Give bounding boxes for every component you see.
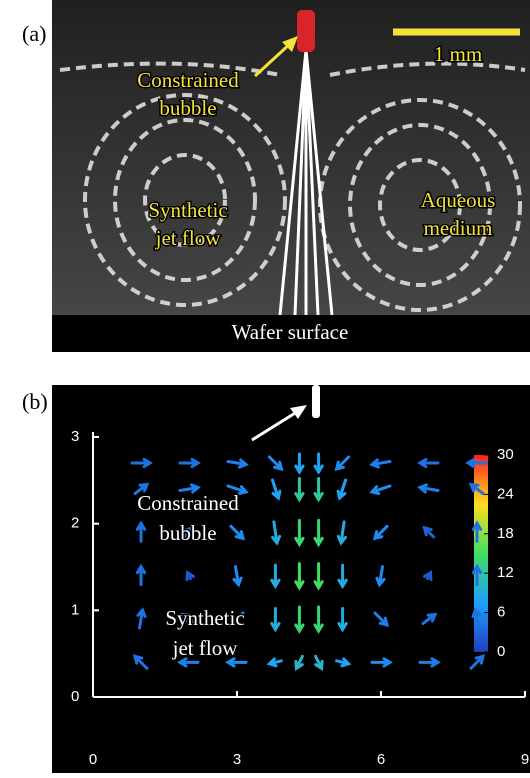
annotation: Constrained (137, 68, 239, 92)
annotation: bubble (159, 521, 216, 545)
x-tick-label: 6 (377, 751, 385, 768)
y-tick-label: 3 (71, 428, 79, 445)
bubble (297, 10, 315, 52)
x-tick-label: 3 (233, 751, 241, 768)
colorbar-tick-label: 24 (497, 485, 514, 502)
annotation: medium (424, 216, 493, 240)
annotation: bubble (159, 96, 216, 120)
x-tick-label: 9 (521, 751, 529, 768)
annotation: Constrained (137, 491, 239, 515)
plot-background (52, 385, 530, 773)
nozzle (312, 385, 320, 418)
panel-label: (b) (22, 389, 48, 414)
annotation: Synthetic (148, 198, 227, 222)
y-tick-label: 1 (71, 601, 79, 618)
colorbar-tick-label: 6 (497, 604, 505, 621)
figure: (a) 1 mm Constrained bubble Synthetic je… (0, 0, 530, 773)
annotation: Synthetic (165, 606, 244, 630)
wafer-label: Wafer surface (232, 320, 349, 344)
colorbar-tick-label: 12 (497, 564, 514, 581)
annotation: jet flow (172, 636, 239, 660)
y-tick-label: 2 (71, 515, 79, 532)
colorbar-tick-label: 18 (497, 525, 514, 542)
annotation: Aqueous (421, 188, 496, 212)
x-tick-label: 0 (89, 751, 97, 768)
panel-label: (a) (22, 21, 46, 46)
annotation: jet flow (155, 226, 222, 250)
y-tick-label: 0 (71, 688, 79, 705)
colorbar-tick-label: 30 (497, 446, 514, 463)
scale-label: 1 mm (434, 42, 482, 66)
colorbar-tick-label: 0 (497, 643, 505, 660)
